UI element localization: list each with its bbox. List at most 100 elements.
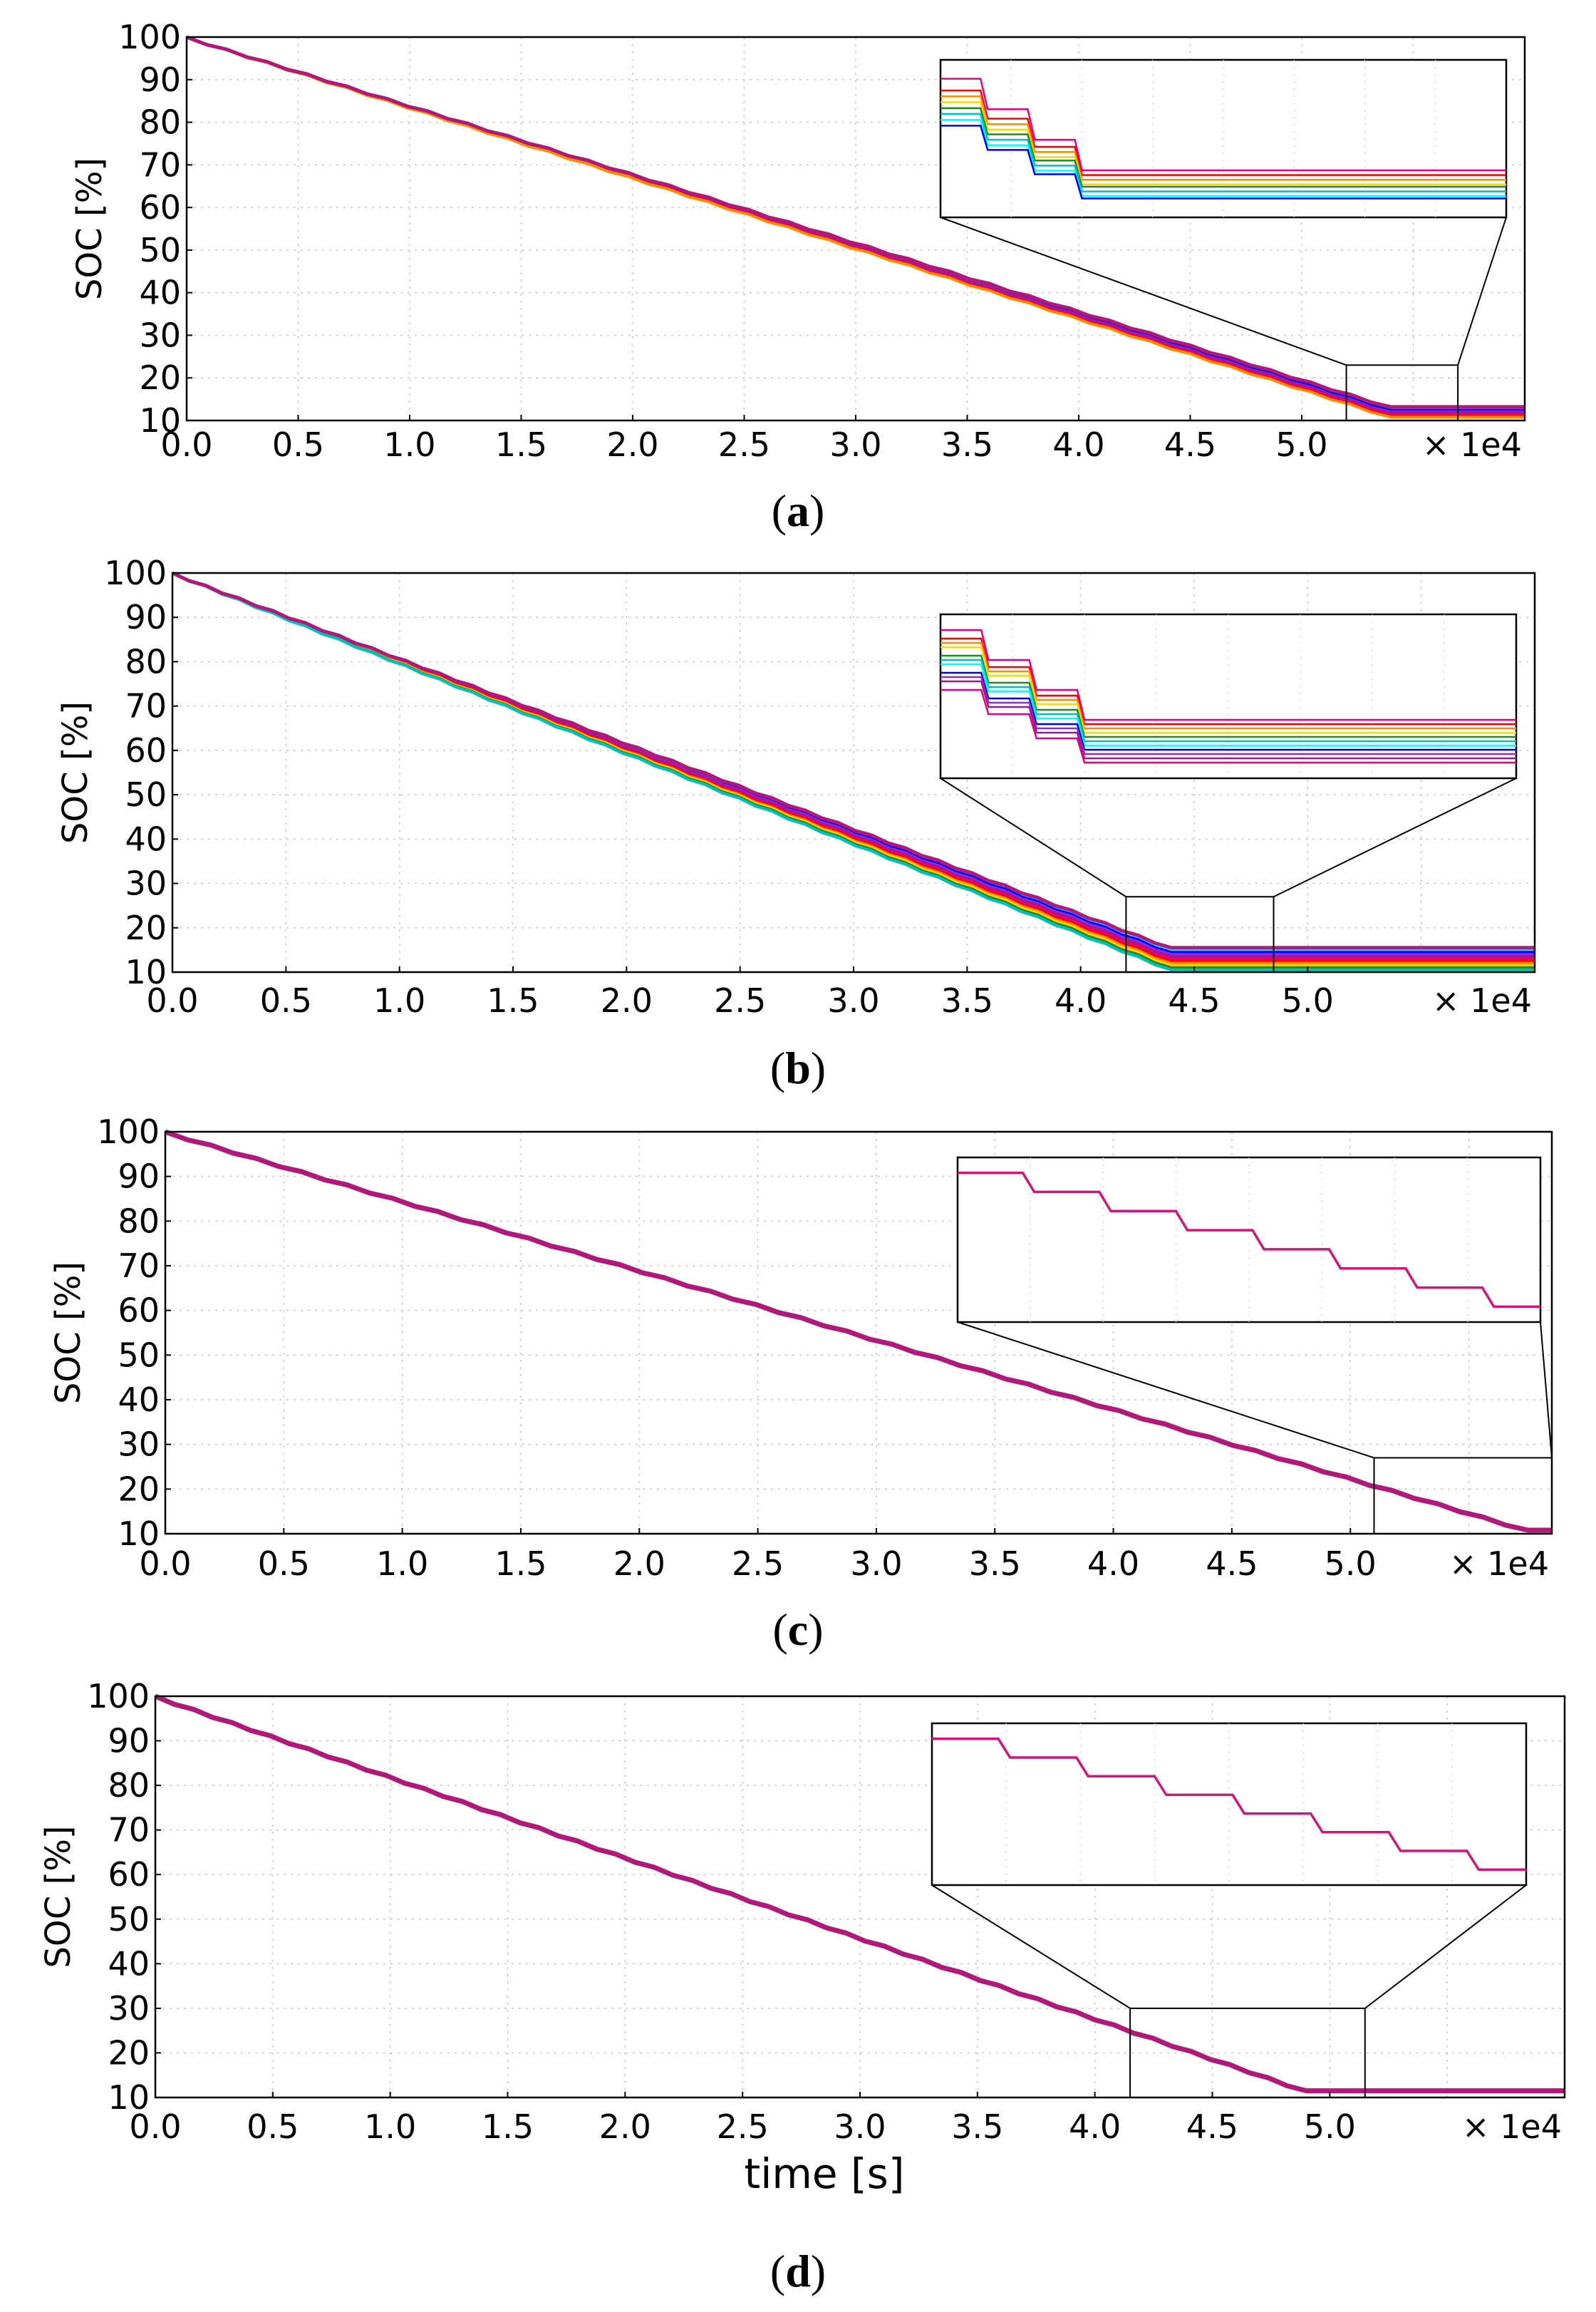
x-tick-label: 2.5 [714, 981, 766, 1020]
y-tick-label: 20 [139, 358, 181, 397]
y-tick-label: 50 [125, 775, 167, 814]
inset-series-line [958, 1171, 1540, 1309]
x-tick-label: 2.0 [613, 1544, 665, 1583]
zoom-connector [1364, 1884, 1527, 2009]
y-tick-label: 70 [108, 1811, 150, 1849]
y-tick-label: 80 [108, 1766, 150, 1805]
inset-box [931, 1722, 1528, 1887]
y-tick-label: 40 [125, 820, 167, 858]
y-axis-label: SOC [%] [48, 1261, 88, 1404]
inset-series-line [940, 676, 1516, 755]
x-scale-label: × 1e4 [1462, 2107, 1562, 2146]
x-tick-label: 2.5 [732, 1544, 784, 1583]
zoom-connector [1273, 778, 1517, 898]
inset-series-line [940, 95, 1506, 181]
x-tick-label: 4.0 [1052, 425, 1104, 464]
y-tick-label: 30 [108, 1989, 150, 2028]
zoom-connector [931, 1884, 1131, 2009]
y-tick-label: 50 [118, 1336, 160, 1374]
x-scale-label: × 1e4 [1449, 1544, 1549, 1583]
inset-series-line [940, 629, 1516, 721]
x-tick-label: 3.0 [829, 425, 881, 464]
x-scale-label: × 1e4 [1422, 425, 1522, 464]
y-tick-label: 60 [139, 188, 181, 227]
x-tick-label: 4.0 [1069, 2107, 1121, 2146]
y-tick-label: 80 [118, 1202, 160, 1240]
y-tick-label: 10 [139, 401, 181, 440]
y-tick-label: 20 [118, 1470, 160, 1508]
y-tick-label: 100 [104, 554, 167, 592]
series-line [186, 35, 1525, 409]
x-scale-label: × 1e4 [1432, 981, 1532, 1020]
inset-series-line [940, 688, 1516, 764]
inset-series-line [940, 118, 1506, 197]
x-tick-label: 0.5 [258, 1544, 310, 1583]
x-axis-label: time [s] [745, 2150, 905, 2198]
y-tick-label: 20 [108, 2033, 150, 2072]
inset-series-line [940, 659, 1516, 743]
x-tick-label: 1.0 [364, 2107, 416, 2146]
x-tick-label: 5.0 [1325, 1544, 1377, 1583]
y-tick-label: 90 [139, 61, 181, 99]
y-tick-label: 80 [125, 642, 167, 681]
y-tick-label: 100 [118, 18, 181, 56]
series-line [171, 571, 1535, 950]
zoom-connector [940, 217, 1347, 366]
y-tick-label: 70 [125, 687, 167, 726]
y-tick-label: 60 [125, 731, 167, 770]
x-tick-label: 0.0 [160, 425, 212, 464]
inset-series-line [940, 646, 1516, 734]
x-tick-label: 3.0 [850, 1544, 902, 1583]
x-tick-label: 4.0 [1054, 981, 1107, 1020]
panel-b: 10 20 30 40 50 60 70 80 90 100 0.0 0.5 1.0 1.5 2.0 2.5 3… [56, 554, 1536, 1093]
panel-d: 10 20 30 40 50 60 70 80 90 100 0.0 0.5 1.0 1.5 2.0 2.5 3… [38, 1677, 1566, 2296]
x-tick-label: 4.5 [1206, 1544, 1258, 1583]
x-tick-label: 0.0 [139, 1544, 191, 1583]
grid [187, 37, 1525, 420]
y-tick-label: 50 [108, 1900, 150, 1939]
y-tick-label: 20 [125, 909, 167, 947]
x-tick-label: 3.5 [941, 981, 993, 1020]
panel-caption: (a) [772, 485, 825, 536]
y-tick-label: 60 [108, 1855, 150, 1894]
x-tick-label: 0.5 [247, 2107, 299, 2146]
panel-caption: (b) [770, 1043, 826, 1093]
x-tick-label: 2.0 [599, 2107, 651, 2146]
inset-series-line [940, 641, 1516, 730]
inset-series-line [940, 680, 1516, 760]
y-tick-label: 90 [108, 1722, 150, 1760]
x-tick-label: 5.0 [1282, 981, 1334, 1020]
x-tick-label: 4.0 [1087, 1544, 1139, 1583]
inset-series-line [940, 654, 1516, 738]
x-tick-label: 3.5 [969, 1544, 1021, 1583]
inset-series-line [940, 637, 1516, 726]
y-tick-label: 40 [108, 1944, 150, 1983]
x-tick-label: 5.0 [1304, 2107, 1356, 2146]
x-tick-label: 1.5 [495, 425, 547, 464]
x-tick-label: 4.5 [1168, 981, 1220, 1020]
inset-series-line [932, 1738, 1526, 1871]
x-tick-label: 2.5 [717, 2107, 769, 2146]
y-tick-label: 30 [139, 316, 181, 354]
y-tick-label: 30 [118, 1425, 160, 1464]
panel-c: 10 20 30 40 50 60 70 80 90 100 0.0 0.5 1.0 1.5 2.0 2.5 3… [48, 1113, 1553, 1655]
y-tick-label: 100 [87, 1677, 150, 1715]
zoom-connector [957, 1321, 1374, 1459]
x-tick-label: 0.0 [129, 2107, 181, 2146]
y-tick-label: 60 [118, 1291, 160, 1330]
y-tick-label: 70 [139, 145, 181, 184]
y-axis-label: SOC [%] [56, 701, 95, 844]
y-tick-label: 90 [118, 1157, 160, 1196]
series-line [172, 572, 1535, 971]
inset-series-line [940, 89, 1506, 176]
x-tick-label: 3.5 [941, 425, 993, 464]
zoom-connector [1540, 1321, 1553, 1458]
x-tick-label: 4.5 [1164, 425, 1216, 464]
y-tick-label: 40 [139, 274, 181, 312]
inset-box [956, 1156, 1542, 1323]
y-tick-label: 10 [108, 2078, 150, 2117]
x-tick-label: 3.0 [834, 2107, 886, 2146]
grid [155, 1696, 1565, 2097]
panel-caption: (c) [772, 1604, 823, 1655]
